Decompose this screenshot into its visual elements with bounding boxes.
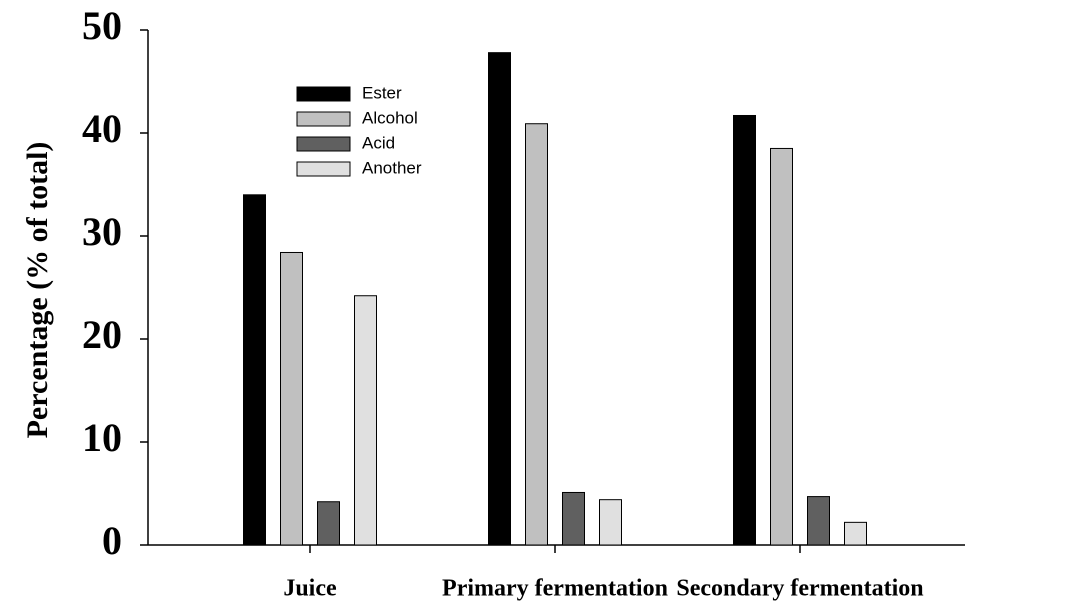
y-tick-label: 50 xyxy=(82,3,122,48)
bar xyxy=(354,295,377,546)
legend-label: Acid xyxy=(362,133,395,152)
bar xyxy=(807,496,830,546)
bar xyxy=(562,491,585,546)
legend-swatch xyxy=(296,86,351,102)
bar xyxy=(243,194,266,546)
y-tick-label: 40 xyxy=(82,106,122,151)
y-tick-label: 20 xyxy=(82,312,122,357)
legend-swatch xyxy=(296,111,351,127)
legend-swatch xyxy=(296,161,351,177)
y-tick-label: 30 xyxy=(82,209,122,254)
bar xyxy=(770,147,793,546)
y-tick-label: 0 xyxy=(102,518,122,563)
x-tick-label: Primary fermentation xyxy=(442,576,668,602)
bar xyxy=(488,52,511,546)
y-tick-label: 10 xyxy=(82,415,122,460)
legend-label: Ester xyxy=(362,83,402,102)
bar xyxy=(844,521,867,546)
bar xyxy=(280,251,303,546)
x-tick-label: Secondary fermentation xyxy=(676,576,923,602)
legend-label: Another xyxy=(362,158,422,177)
bar xyxy=(525,123,548,546)
bar xyxy=(317,501,340,546)
bar xyxy=(599,499,622,546)
y-axis-title: Percentage (% of total) xyxy=(21,142,54,439)
legend-label: Alcohol xyxy=(362,108,418,127)
x-tick-label: Juice xyxy=(283,576,337,602)
bar xyxy=(733,114,756,546)
legend-swatch xyxy=(296,136,351,152)
